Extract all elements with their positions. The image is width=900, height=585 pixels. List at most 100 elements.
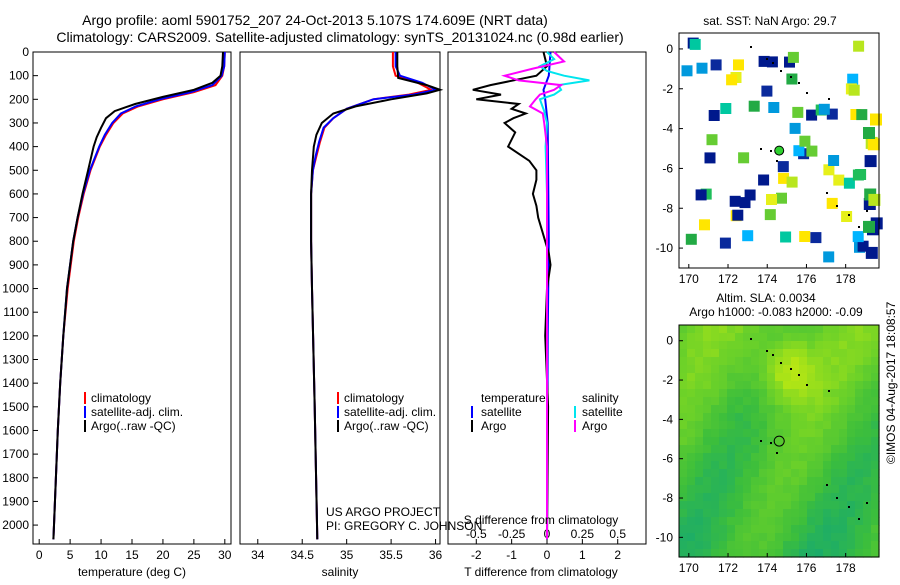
island-dot (772, 62, 774, 64)
sst-cell (726, 74, 738, 86)
sla-cell (831, 477, 840, 486)
sla-cell (695, 461, 704, 470)
sla-cell (711, 405, 720, 414)
sla-cell (863, 365, 872, 374)
sla-cell (687, 389, 696, 398)
sla-cell (815, 373, 824, 382)
sla-cell (815, 477, 824, 486)
sla-cell (855, 461, 864, 470)
sla-cell (703, 405, 712, 414)
sla-cell (711, 373, 720, 382)
sla-cell (847, 389, 856, 398)
sla-cell (855, 477, 864, 486)
sla-cell (679, 509, 688, 518)
sla-cell (871, 357, 880, 366)
sla-cell (767, 461, 776, 470)
sst-cell (863, 220, 875, 233)
sla-cell (735, 549, 744, 558)
sla-cell (863, 525, 872, 534)
sla-cell (791, 469, 800, 478)
depth-tick-label: 700 (9, 211, 29, 225)
salinity-satellite-line (310, 52, 439, 540)
sst-cell (786, 176, 798, 188)
sst-cell (786, 73, 798, 85)
sla-cell (863, 461, 872, 470)
sla-cell (855, 541, 864, 550)
map-ytick-label: -8 (662, 491, 673, 505)
sla-cell (791, 429, 800, 438)
depth-tick-label: 1300 (2, 353, 29, 367)
sla-cell (711, 525, 720, 534)
sla-cell (791, 421, 800, 430)
sla-cell (871, 461, 880, 470)
sla-cell (679, 421, 688, 430)
sla-cell (727, 325, 736, 334)
salinity-lines (310, 52, 444, 540)
legend-sal-title: salinity (582, 391, 619, 405)
sla-cell (727, 525, 736, 534)
sla-cell (735, 493, 744, 502)
sla-cell (743, 549, 752, 558)
salinity-panel: 34 34.5 35 35.5 36 salinity climatology sate… (239, 51, 482, 579)
sla-cell (847, 413, 856, 422)
sst-cell (868, 193, 881, 206)
sla-cell (679, 397, 688, 406)
sla-cell (751, 469, 760, 478)
sla-cell (775, 501, 784, 510)
sla-cell (791, 413, 800, 422)
sla-cell (847, 373, 856, 382)
sla-cell (799, 525, 808, 534)
map-ytick-label: -4 (662, 122, 673, 136)
sla-cell (735, 389, 744, 398)
sla-cell (807, 469, 816, 478)
sst-cell (867, 138, 880, 151)
sla-cell (863, 397, 872, 406)
sla-cell (743, 477, 752, 486)
sla-cell (711, 381, 720, 390)
sla-cell (791, 373, 800, 382)
sla-cell (743, 541, 752, 550)
sla-cell (767, 549, 776, 558)
sla-cell (815, 333, 824, 342)
sla-cell (815, 453, 824, 462)
sla-cell (839, 461, 848, 470)
sla-cell (751, 493, 760, 502)
sla-cell (847, 445, 856, 454)
sla-cell (703, 397, 712, 406)
sla-cell (847, 349, 856, 358)
sla-cell (791, 349, 800, 358)
sla-cell (695, 509, 704, 518)
sla-cell (751, 525, 760, 534)
sla-cell (807, 525, 816, 534)
sla-cell (775, 413, 784, 422)
depth-tick-label: 1400 (2, 376, 29, 390)
temperature-tick-label: 5 (67, 548, 74, 562)
s-difference-label: S difference from climatology (464, 513, 619, 527)
sla-cell (695, 445, 704, 454)
island-dot (866, 210, 868, 212)
sla-cell (855, 333, 864, 342)
sst-cell (823, 251, 835, 263)
sla-cell (735, 453, 744, 462)
sla-cell (855, 517, 864, 526)
sla-cell (791, 445, 800, 454)
sla-cell (679, 533, 688, 542)
sla-cell (847, 405, 856, 414)
sla-cell (767, 541, 776, 550)
sla-cell (807, 421, 816, 430)
sla-cell (759, 349, 768, 358)
sla-cell (871, 373, 880, 382)
temperature-lines (52, 51, 226, 540)
sla-cell (791, 325, 800, 334)
sla-cell (767, 397, 776, 406)
sla-cell (767, 325, 776, 334)
sla-cell (823, 429, 832, 438)
sla-cell (719, 421, 728, 430)
sla-cell (695, 525, 704, 534)
sla-cell (695, 357, 704, 366)
sst-cell (776, 192, 787, 204)
sla-cell (831, 405, 840, 414)
sla-cell (863, 349, 872, 358)
sla-cell (791, 365, 800, 374)
